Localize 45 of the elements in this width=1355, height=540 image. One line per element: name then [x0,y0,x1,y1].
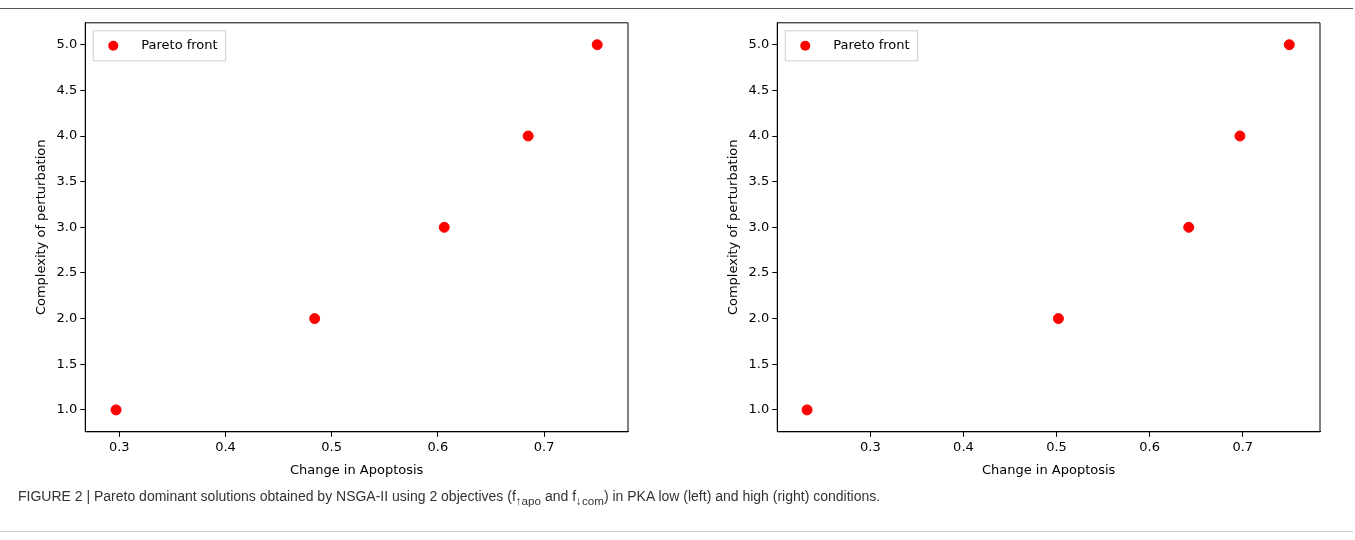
x-tick-label: 0.3 [860,438,881,454]
point [438,221,450,233]
y-tick-label: 4.5 [748,81,770,97]
x-tick-label: 0.4 [215,438,236,454]
y-tick-label: 1.5 [748,355,770,371]
x-tick-label: 0.7 [1232,438,1254,454]
legend-label: Pareto front [141,37,218,53]
y-tick-label: 2.5 [748,264,770,280]
x-axis-title: Change in Apoptosis [289,461,424,477]
x-tick-label: 0.4 [953,438,974,454]
point [1052,313,1064,325]
y-tick-label: 5.0 [748,36,770,52]
point [522,130,534,142]
x-tick-label: 0.6 [427,438,449,454]
caption: FIGURE 2 | Pareto dominant solutions obtained by NSGA-II using 2 objectives (f$_{↑apo}$ and f$_{↓com}$) in PKA low (left) and high (right) conditions. [18,488,881,507]
y-axis-title: Complexity of perturbation [725,139,741,316]
y-tick-label: 4.5 [56,81,78,97]
y-tick-label: 2.5 [56,264,78,280]
y-axis-title: Complexity of perturbation [33,139,49,316]
y-tick-label: 4.0 [56,127,78,143]
x-tick-label: 0.3 [108,438,130,454]
x-tick-label: 0.7 [533,438,555,454]
y-tick-label: 3.5 [56,173,78,189]
y-tick-label: 2.0 [56,309,78,325]
y-tick-label: 3.0 [748,218,770,234]
x-tick-label: 0.6 [1139,438,1160,454]
point [309,313,321,325]
point [1283,39,1295,51]
point [801,404,813,416]
y-tick-label: 3.5 [748,173,770,189]
y-tick-label: 4.0 [748,127,770,143]
y-tick-label: 3.0 [56,218,78,234]
y-tick-label: 5.0 [56,36,78,52]
y-tick-label: 1.0 [56,401,78,417]
x-tick-label: 0.5 [321,438,343,454]
y-tick-label: 2.0 [748,309,770,325]
x-tick-label: 0.5 [1046,438,1067,454]
point [591,39,603,51]
point [110,404,122,416]
legend-label: Pareto front [833,37,910,53]
x-axis-title: Change in Apoptosis [981,461,1116,477]
point [1234,130,1246,142]
point [1183,221,1195,233]
y-tick-label: 1.0 [748,401,770,417]
y-tick-label: 1.5 [56,355,78,371]
